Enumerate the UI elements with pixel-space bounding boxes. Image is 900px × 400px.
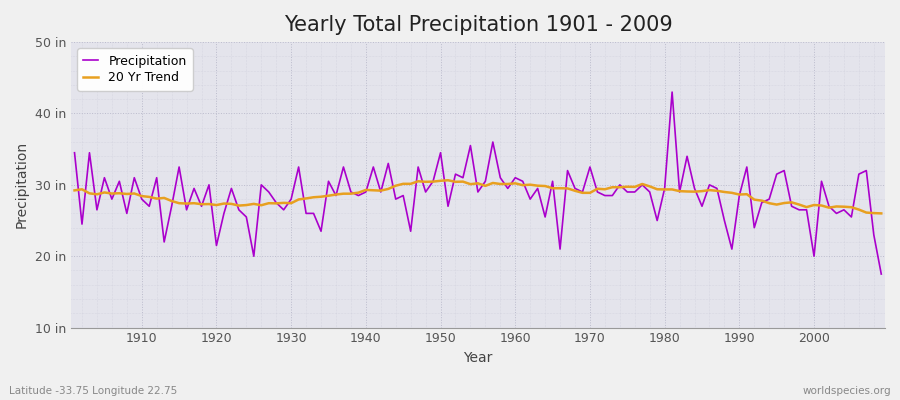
Title: Yearly Total Precipitation 1901 - 2009: Yearly Total Precipitation 1901 - 2009 [284, 15, 672, 35]
20 Yr Trend [876, 211, 886, 216]
Legend: Precipitation, 20 Yr Trend: Precipitation, 20 Yr Trend [77, 48, 193, 91]
Precipitation [509, 175, 520, 180]
Precipitation [129, 175, 140, 180]
20 Yr Trend [518, 183, 528, 188]
Precipitation [502, 186, 513, 191]
Precipitation [69, 150, 80, 155]
X-axis label: Year: Year [464, 351, 492, 365]
Y-axis label: Precipitation: Precipitation [15, 141, 29, 228]
Precipitation [293, 165, 304, 170]
20 Yr Trend [509, 181, 520, 186]
Text: worldspecies.org: worldspecies.org [803, 386, 891, 396]
Line: Precipitation: Precipitation [75, 92, 881, 274]
Precipitation [338, 165, 349, 170]
Precipitation [599, 193, 610, 198]
Text: Latitude -33.75 Longitude 22.75: Latitude -33.75 Longitude 22.75 [9, 386, 177, 396]
Line: 20 Yr Trend: 20 Yr Trend [75, 180, 881, 213]
Precipitation [876, 272, 886, 276]
20 Yr Trend [607, 185, 617, 190]
20 Yr Trend [69, 188, 80, 193]
20 Yr Trend [293, 197, 304, 202]
20 Yr Trend [338, 191, 349, 196]
20 Yr Trend [129, 191, 140, 196]
20 Yr Trend [443, 178, 454, 183]
Precipitation [667, 90, 678, 94]
